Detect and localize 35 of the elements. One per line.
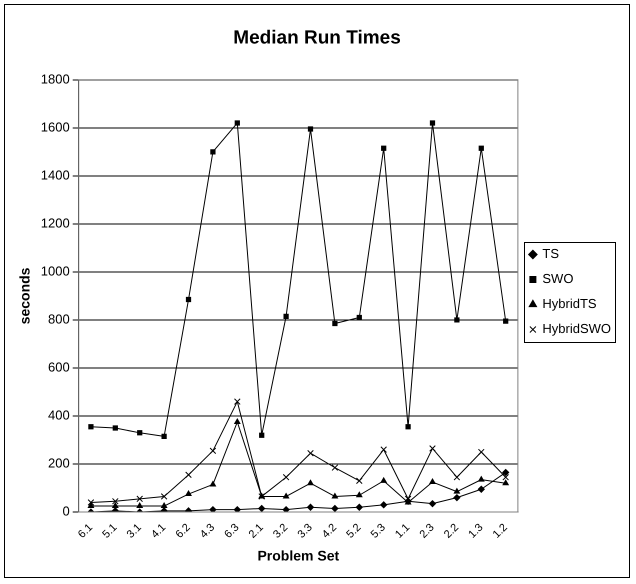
x-tick-label: 4.1 [149, 522, 168, 541]
x-tick-label: 1.3 [466, 522, 486, 541]
x-tick-label: 5.1 [100, 522, 120, 541]
x-tick-label: 6.2 [173, 522, 193, 541]
y-tick-label: 1200 [40, 215, 70, 230]
chart-title: Median Run Times [233, 28, 401, 49]
x-tick-label: 6.1 [76, 522, 96, 541]
y-axis-title: seconds [16, 267, 32, 324]
x-tick-label: 3.1 [124, 522, 144, 541]
x-tick-label: 5.2 [344, 522, 364, 541]
x-tick-label: 3.3 [295, 522, 315, 541]
y-tick-label: 1800 [40, 71, 70, 86]
legend-label: SWO [542, 271, 574, 286]
x-tick-label: 1.1 [393, 522, 412, 541]
y-tick-label: 800 [48, 312, 70, 327]
y-tick-label: 400 [48, 408, 70, 423]
x-axis-title: Problem Set [257, 547, 340, 564]
x-tick-label: 3.2 [271, 522, 290, 541]
y-tick-label: 1600 [40, 119, 70, 134]
y-tick-label: 200 [48, 456, 70, 471]
x-tick-label: 2.1 [246, 522, 266, 541]
y-tick-label: 1400 [40, 167, 70, 182]
x-tick-label: 1.2 [490, 522, 510, 541]
x-tick-label: 4.3 [198, 522, 218, 541]
x-tick-label: 2.2 [442, 522, 462, 541]
legend-label: HybridSWO [542, 321, 612, 336]
x-tick-label: 5.3 [368, 522, 388, 541]
y-tick-label: 1000 [40, 263, 70, 278]
x-tick-label: 6.3 [222, 522, 242, 541]
x-tick-label: 4.2 [320, 522, 340, 541]
y-tick-label: 600 [48, 360, 70, 375]
x-tick-label: 2.3 [417, 522, 437, 541]
legend-label: HybridTS [542, 296, 597, 312]
y-tick-label: 0 [62, 504, 70, 519]
legend-label: TS [542, 246, 560, 262]
